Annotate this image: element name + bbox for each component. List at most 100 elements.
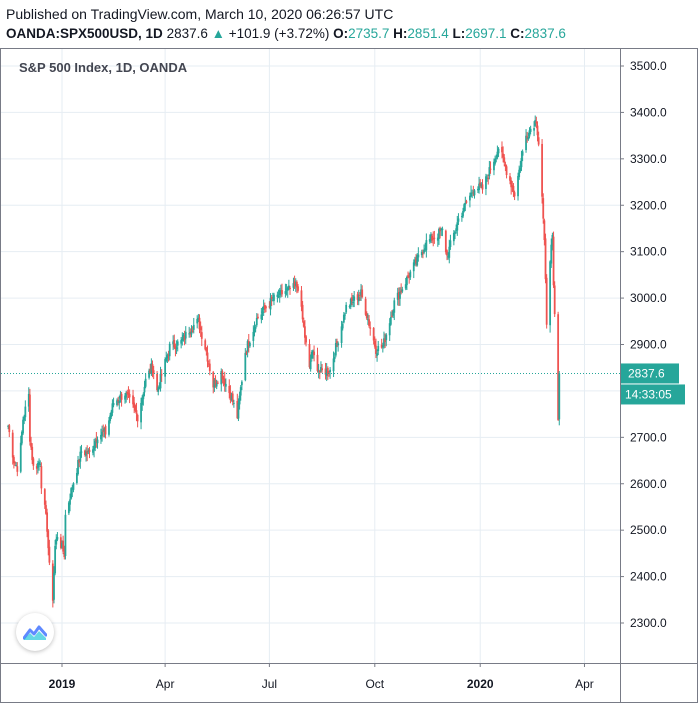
candle-body: [200, 332, 203, 339]
candle-body: [533, 128, 535, 131]
candle-body: [375, 345, 377, 354]
candle-body: [132, 395, 134, 405]
candle-body: [553, 285, 556, 315]
candle-body: [253, 327, 256, 333]
candle-body: [38, 462, 40, 465]
candle-body: [116, 400, 118, 406]
candle-body: [417, 254, 420, 258]
candle-body: [260, 314, 263, 320]
candle-body: [103, 428, 106, 432]
countdown-label: 14:33:05: [625, 387, 672, 401]
candle-body: [397, 292, 400, 300]
up-arrow-icon: ▲: [211, 26, 225, 41]
candle-body: [278, 290, 281, 296]
chart-panel[interactable]: 3500.0 3400.0 3300.0 3200.0 3100.0 3000.0 2900…: [0, 48, 698, 703]
candle-body: [164, 359, 167, 377]
candle-body: [295, 281, 298, 288]
candle-body: [265, 306, 267, 309]
candle-body: [318, 370, 321, 373]
countdown-badge: [621, 384, 685, 405]
candle-body: [400, 290, 403, 293]
candle-body: [302, 321, 305, 327]
candle-body: [221, 371, 224, 380]
candle-body: [61, 542, 63, 548]
candle-body: [364, 298, 367, 315]
candle-body: [457, 218, 460, 222]
candle-body: [512, 185, 515, 193]
candle-body: [180, 340, 183, 344]
candle-body: [428, 238, 431, 242]
candle-body: [549, 261, 552, 326]
candle-body: [166, 355, 169, 359]
candle-body: [37, 463, 39, 468]
candle-body: [389, 317, 392, 325]
candle-body: [479, 182, 482, 186]
candlestick-chart[interactable]: 3500.0 3400.0 3300.0 3200.0 3100.0 3000.0 2900…: [0, 48, 698, 703]
candle-body: [39, 463, 42, 465]
candle-body: [557, 314, 560, 420]
candle-body: [520, 157, 523, 168]
candle-body: [45, 505, 47, 514]
candle-body: [168, 343, 171, 357]
candle-body: [229, 392, 232, 401]
candle-body: [77, 459, 79, 475]
candle-body: [184, 331, 187, 339]
y-tick-label: 3100.0: [630, 245, 667, 259]
y-tick-label: 3200.0: [630, 198, 667, 212]
candle-body: [167, 354, 170, 356]
candle-body: [448, 246, 451, 258]
candle-body: [109, 415, 112, 422]
candle-body: [261, 311, 264, 314]
candle-body: [48, 546, 51, 563]
candle-body: [196, 318, 199, 324]
candle-body: [149, 369, 152, 373]
candle-body: [326, 367, 329, 374]
candle-body: [551, 235, 554, 247]
candle-body: [54, 545, 57, 574]
candle-body: [292, 283, 295, 288]
candle-body: [519, 167, 522, 172]
high-value: 2851.4: [407, 26, 449, 41]
candle-body: [380, 344, 383, 348]
candle-body: [535, 121, 538, 124]
candle-body: [381, 346, 384, 348]
candle-body: [504, 164, 507, 167]
candle-body: [348, 306, 351, 308]
close-value: 2837.6: [524, 26, 566, 41]
candle-body: [404, 284, 407, 289]
candle-body: [473, 190, 476, 196]
candle-body: [372, 327, 375, 341]
candle-body: [158, 387, 161, 389]
candle-body: [495, 157, 498, 159]
candle-body: [369, 327, 372, 329]
candle-body: [286, 287, 289, 291]
candle-body: [412, 262, 415, 272]
candle-body: [350, 297, 353, 301]
candle-body: [480, 184, 483, 187]
candle-body: [207, 363, 210, 365]
candle-body: [447, 256, 450, 258]
candle-body: [69, 499, 71, 505]
y-tick-label: 2600.0: [630, 477, 667, 491]
candle-body: [446, 250, 448, 256]
candle-body: [329, 369, 332, 372]
candle-body: [93, 445, 95, 451]
candle-body: [487, 177, 490, 179]
candle-body: [454, 232, 456, 234]
candle-body: [420, 251, 423, 256]
y-tick-label: 3300.0: [630, 152, 667, 166]
high-label: H:: [393, 26, 408, 41]
candle-body: [19, 442, 22, 472]
y-tick-label: 2300.0: [630, 616, 667, 630]
candle-body: [64, 514, 67, 557]
candle-body: [537, 137, 540, 145]
candle-body: [119, 394, 122, 399]
tradingview-logo-icon[interactable]: [16, 613, 54, 651]
candle-body: [497, 148, 500, 154]
candle-body: [477, 188, 479, 191]
candle-body: [214, 379, 217, 386]
symbol-label: OANDA:SPX500USD, 1D: [6, 26, 163, 41]
candle-body: [332, 358, 335, 372]
candle-body: [120, 393, 123, 400]
open-label: O:: [333, 26, 349, 41]
